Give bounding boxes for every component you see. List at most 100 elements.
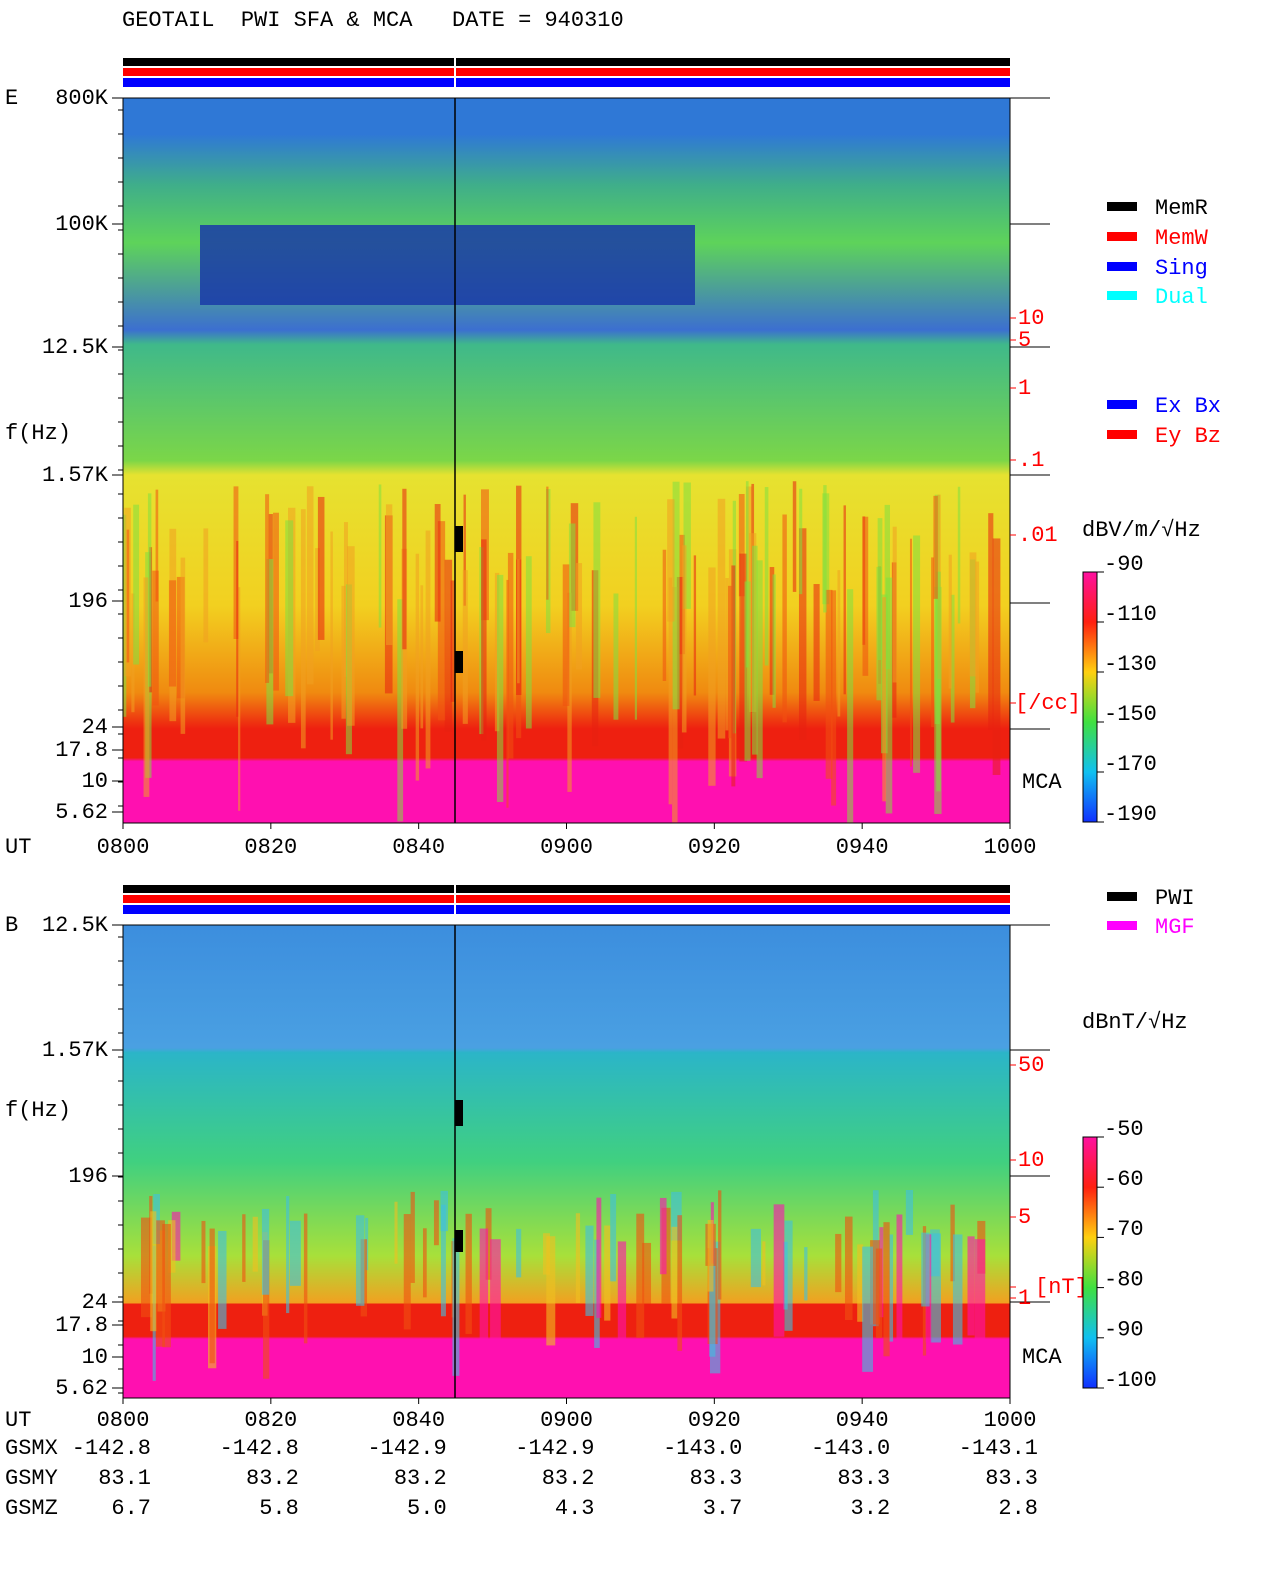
streak — [567, 592, 572, 792]
streak — [804, 1247, 808, 1301]
streak — [662, 549, 667, 681]
streak — [604, 1225, 611, 1321]
streak — [885, 577, 893, 814]
status-bar — [123, 78, 1010, 87]
streak — [936, 571, 941, 792]
streak — [967, 1236, 975, 1336]
right-scale-label: 50 — [1018, 1053, 1044, 1078]
streak — [952, 1234, 963, 1345]
streak — [969, 552, 977, 677]
right-scale-label: 10 — [1018, 306, 1044, 331]
x-tick-label: 0900 — [540, 835, 593, 860]
streak — [672, 481, 680, 710]
streak — [168, 1220, 176, 1273]
streak — [140, 1217, 152, 1318]
streak — [266, 559, 274, 725]
streak — [420, 585, 424, 729]
streak — [913, 535, 921, 773]
legend-label: Ey Bz — [1155, 424, 1221, 449]
orbit-value: 6.7 — [111, 1496, 151, 1521]
right-scale-label: 1 — [1018, 1286, 1031, 1311]
streak — [617, 1241, 627, 1356]
legend-label: Dual — [1155, 285, 1208, 310]
orbit-value: 4.3 — [555, 1496, 595, 1521]
streak — [835, 1233, 842, 1293]
orbit-value: -142.9 — [367, 1436, 446, 1461]
streak — [303, 1213, 308, 1344]
legend-label: MemR — [1155, 196, 1208, 221]
streak — [568, 523, 576, 628]
title: GEOTAIL PWI SFA & MCA DATE = 940310 — [122, 8, 624, 33]
streak — [752, 545, 758, 755]
streak — [799, 488, 803, 595]
status-bar — [123, 58, 1010, 66]
streak — [750, 1228, 761, 1288]
streak — [485, 1208, 492, 1280]
streak — [708, 567, 716, 786]
streak — [315, 548, 320, 652]
x-axis-title: UT — [5, 835, 31, 860]
orbit-value: 83.1 — [98, 1466, 151, 1491]
streak — [143, 577, 150, 797]
colorbar-label: -150 — [1104, 702, 1157, 727]
streak — [403, 1214, 411, 1330]
colorbar-unit: dBnT/√Hz — [1082, 1010, 1188, 1035]
streak — [546, 486, 549, 600]
streak — [882, 597, 887, 802]
y-tick-label: 1.57K — [42, 463, 109, 488]
streak — [440, 1190, 449, 1232]
streak — [155, 489, 159, 602]
legend-swatch — [1107, 262, 1137, 271]
streak — [921, 1232, 930, 1307]
data-gap — [455, 1100, 463, 1126]
streak — [677, 1215, 683, 1351]
panel-label: E — [5, 86, 18, 111]
orbit-value: -142.9 — [515, 1436, 594, 1461]
streak — [831, 590, 837, 806]
streak — [133, 504, 140, 665]
colorbar-label: -90 — [1104, 1318, 1144, 1343]
streak — [152, 570, 159, 706]
legend-label: PWI — [1155, 886, 1195, 911]
y-tick-label: 1.57K — [42, 1038, 109, 1063]
streak — [876, 566, 882, 701]
streak — [506, 579, 509, 808]
streak — [265, 494, 270, 683]
streak — [792, 481, 797, 592]
mca-label: MCA — [1022, 770, 1062, 795]
streak — [798, 528, 807, 740]
x-tick-label: 0840 — [392, 1408, 445, 1433]
streak — [693, 555, 697, 696]
x-tick-label: 0820 — [244, 1408, 297, 1433]
right-scale-label: [nT] — [1035, 1275, 1088, 1300]
streak — [525, 556, 532, 729]
orbit-value: 83.3 — [985, 1466, 1038, 1491]
orbit-value: -143.0 — [663, 1436, 742, 1461]
streak — [516, 1228, 522, 1278]
orbit-value: 83.2 — [394, 1466, 447, 1491]
streak — [289, 1220, 301, 1286]
y-tick-label: 196 — [68, 589, 108, 614]
legend-swatch — [1107, 232, 1137, 241]
streak — [444, 559, 453, 732]
orbit-name: GSMY — [5, 1466, 58, 1491]
streak — [613, 593, 619, 720]
streak — [131, 593, 135, 713]
streak — [681, 545, 687, 733]
right-scale-label: 5 — [1018, 328, 1031, 353]
data-gap — [455, 526, 463, 552]
y-tick-label: 12.5K — [42, 335, 109, 360]
streak — [585, 1225, 594, 1316]
legend-label: Sing — [1155, 256, 1208, 281]
colorbar-label: -170 — [1104, 752, 1157, 777]
y-axis-title: f(Hz) — [5, 421, 71, 446]
streak — [397, 599, 404, 822]
streak — [425, 530, 431, 769]
streak — [769, 567, 775, 695]
orbit-value: 3.7 — [703, 1496, 743, 1521]
streak — [209, 1228, 215, 1364]
streak — [465, 1213, 472, 1334]
streak — [659, 1197, 667, 1275]
streak — [731, 565, 736, 787]
streak — [462, 570, 468, 724]
